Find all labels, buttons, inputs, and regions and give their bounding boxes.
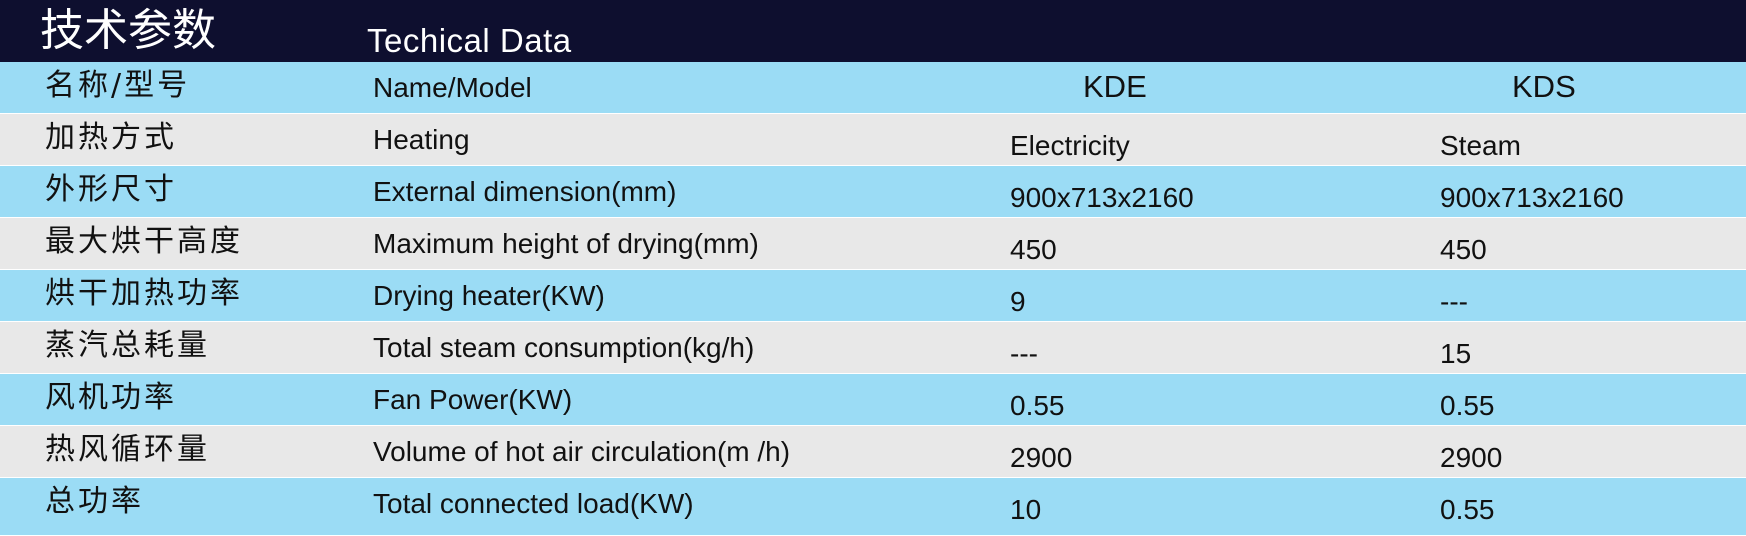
row-label-cn: 蒸汽总耗量 <box>45 328 210 363</box>
row-label-cn: 热风循环量 <box>45 432 210 467</box>
table-row: 烘干加热功率 Drying heater(KW) 9 --- <box>0 270 1746 322</box>
row-label-en: Total connected load(KW) <box>373 488 694 519</box>
kds-value: --- <box>1440 286 1468 317</box>
model-kds-header: KDS <box>1512 69 1576 104</box>
kde-value: 9 <box>1010 286 1026 317</box>
row-label-en: External dimension(mm) <box>373 176 677 207</box>
row-label-en: Maximum height of drying(mm) <box>373 228 759 259</box>
row-label-en: Volume of hot air circulation(m /h) <box>373 436 791 467</box>
table-row: 蒸汽总耗量 Total steam consumption(kg/h) --- … <box>0 322 1746 374</box>
row-label-en: Total steam consumption(kg/h) <box>373 332 755 363</box>
row-label-cn: 总功率 <box>45 484 144 519</box>
kde-value: 0.55 <box>1010 390 1065 421</box>
kds-value: 0.55 <box>1440 494 1495 525</box>
row-label-en: Fan Power(KW) <box>373 384 573 415</box>
page-title-cn: 技术参数 <box>40 5 216 56</box>
kde-value: --- <box>1010 338 1038 369</box>
kde-value: 2900 <box>1010 442 1073 473</box>
table-header-row: 名称/型号 Name/Model KDE KDS <box>0 62 1746 114</box>
kde-value: 900x713x2160 <box>1010 182 1194 213</box>
table-row: 热风循环量 Volume of hot air circulation(m /h… <box>0 426 1746 478</box>
row-label-cn: 风机功率 <box>45 380 177 415</box>
row-label-cn: 加热方式 <box>45 120 177 155</box>
kds-value: 2900 <box>1440 442 1503 473</box>
header-label-cn: 名称/型号 <box>45 68 191 103</box>
row-label-en: Heating <box>373 124 470 155</box>
kds-value: 0.55 <box>1440 390 1495 421</box>
kds-value: 450 <box>1440 234 1487 265</box>
header-label-en: Name/Model <box>373 72 532 103</box>
kde-value: Electricity <box>1010 130 1130 161</box>
row-label-cn: 最大烘干高度 <box>45 224 243 259</box>
model-kde-header: KDE <box>1083 69 1147 104</box>
spec-table: 名称/型号 Name/Model KDE KDS 加热方式 Heating El… <box>0 62 1746 536</box>
table-row: 外形尺寸 External dimension(mm) 900x713x2160… <box>0 166 1746 218</box>
table-row: 风机功率 Fan Power(KW) 0.55 0.55 <box>0 374 1746 426</box>
kde-value: 450 <box>1010 234 1057 265</box>
row-label-cn: 烘干加热功率 <box>45 276 243 311</box>
kds-value: Steam <box>1440 130 1521 161</box>
table-row: 总功率 Total connected load(KW) 10 0.55 <box>0 478 1746 536</box>
kds-value: 900x713x2160 <box>1440 182 1624 213</box>
table-row: 加热方式 Heating Electricity Steam <box>0 114 1746 166</box>
row-label-en: Drying heater(KW) <box>373 280 605 311</box>
title-bar: 技术参数 Techical Data <box>0 0 1746 62</box>
kde-value: 10 <box>1010 494 1042 525</box>
table-row: 最大烘干高度 Maximum height of drying(mm) 450 … <box>0 218 1746 270</box>
row-label-cn: 外形尺寸 <box>45 172 177 207</box>
page-title-en: Techical Data <box>367 22 572 59</box>
kds-value: 15 <box>1440 338 1472 369</box>
